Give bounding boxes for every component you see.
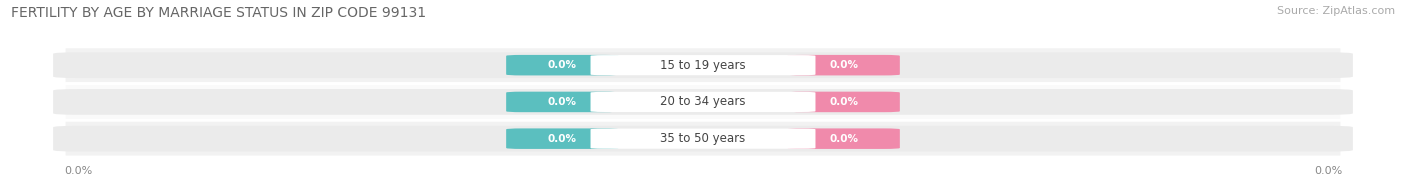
FancyBboxPatch shape <box>787 92 900 112</box>
FancyBboxPatch shape <box>591 55 815 75</box>
FancyBboxPatch shape <box>506 128 619 149</box>
FancyBboxPatch shape <box>53 126 1353 152</box>
Text: 0.0%: 0.0% <box>548 97 576 107</box>
Text: 0.0%: 0.0% <box>830 97 858 107</box>
FancyBboxPatch shape <box>591 129 815 149</box>
Text: Source: ZipAtlas.com: Source: ZipAtlas.com <box>1277 6 1395 16</box>
Text: 15 to 19 years: 15 to 19 years <box>661 59 745 72</box>
Text: 35 to 50 years: 35 to 50 years <box>661 132 745 145</box>
Text: 0.0%: 0.0% <box>830 134 858 144</box>
FancyBboxPatch shape <box>787 55 900 75</box>
FancyBboxPatch shape <box>506 55 619 75</box>
Text: 0.0%: 0.0% <box>548 134 576 144</box>
Text: 20 to 34 years: 20 to 34 years <box>661 95 745 108</box>
FancyBboxPatch shape <box>53 52 1353 78</box>
FancyBboxPatch shape <box>506 92 619 112</box>
FancyBboxPatch shape <box>591 92 815 112</box>
Text: 0.0%: 0.0% <box>830 60 858 70</box>
Text: FERTILITY BY AGE BY MARRIAGE STATUS IN ZIP CODE 99131: FERTILITY BY AGE BY MARRIAGE STATUS IN Z… <box>11 6 426 20</box>
FancyBboxPatch shape <box>66 122 1340 156</box>
FancyBboxPatch shape <box>66 85 1340 119</box>
FancyBboxPatch shape <box>787 128 900 149</box>
FancyBboxPatch shape <box>66 48 1340 82</box>
FancyBboxPatch shape <box>53 89 1353 115</box>
Text: 0.0%: 0.0% <box>548 60 576 70</box>
